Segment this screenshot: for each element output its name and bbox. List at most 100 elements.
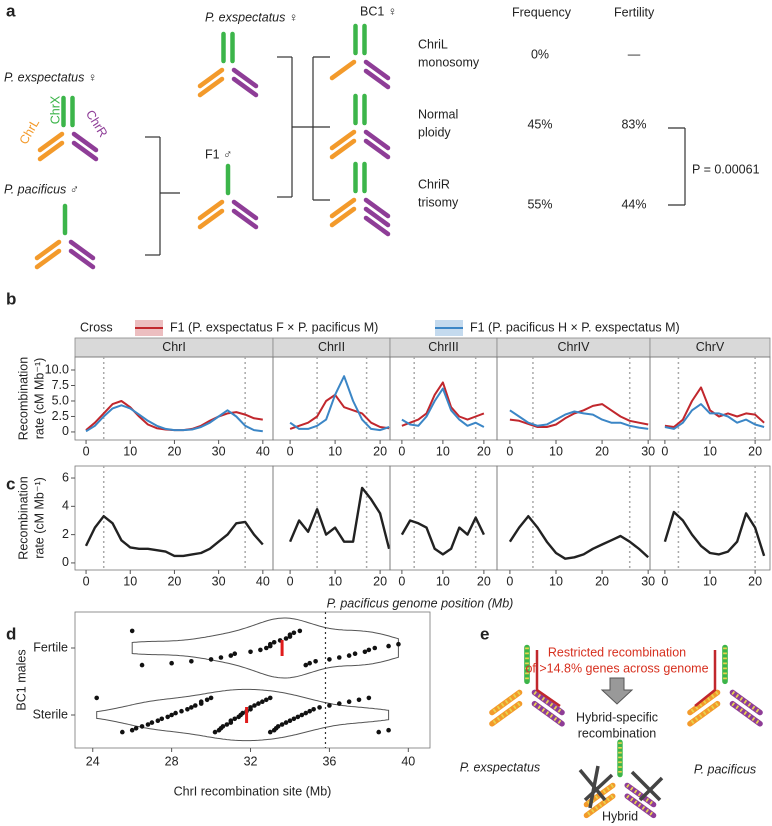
- line-series: [663, 510, 766, 557]
- legend-label: F1 (P. exspectatus F × P. pacificus M): [170, 320, 378, 334]
- data-point: [386, 643, 391, 649]
- panel-label: e: [480, 624, 489, 643]
- line-series: [508, 515, 650, 560]
- label: of >14.8% genes across genome: [525, 661, 708, 675]
- data-point: [386, 727, 391, 733]
- y-axis-label: Recombination: [16, 357, 30, 440]
- chromosome-band: [731, 690, 762, 715]
- chromosome-band: [533, 690, 564, 715]
- arrow: [600, 677, 634, 705]
- chromosome-band: [490, 702, 521, 726]
- data-point: [376, 729, 382, 735]
- chromosome-band: [585, 783, 614, 807]
- facet-title: ChrV: [696, 340, 725, 354]
- data-point: [279, 722, 285, 727]
- chromosome: [231, 67, 259, 89]
- panel-label: c: [6, 474, 15, 493]
- panel-label: b: [6, 289, 16, 308]
- x-tick-label: 20: [477, 574, 491, 588]
- chromosome: [68, 239, 96, 261]
- x-tick-label: 0: [506, 444, 513, 458]
- x-tick-label: 0: [506, 574, 513, 588]
- x-tick-label: 28: [165, 754, 179, 768]
- x-tick-label: 30: [212, 574, 226, 588]
- data-point: [287, 718, 293, 723]
- chromosome: [231, 208, 259, 230]
- data-point: [139, 724, 145, 729]
- facet-panel: [649, 465, 771, 571]
- data-point: [283, 636, 289, 641]
- data-point: [129, 727, 135, 733]
- chromosome-band: [731, 702, 762, 726]
- data-point: [327, 703, 332, 708]
- label: P. exspectatus ♀: [205, 10, 298, 24]
- data-point: [198, 699, 204, 704]
- data-point: [356, 697, 362, 703]
- facet-panel: [496, 465, 651, 571]
- label: ploidy: [418, 125, 451, 139]
- legend-label: F1 (P. pacificus H × P. exspectatus M): [470, 320, 680, 334]
- x-tick-label: 20: [373, 574, 387, 588]
- chromosome: [71, 131, 99, 153]
- median-bar: [280, 640, 284, 656]
- plot-frame: [74, 611, 431, 749]
- y-tick-label: 0: [62, 424, 69, 438]
- y-tick-label: Sterile: [33, 707, 68, 721]
- chromosome: [363, 59, 391, 81]
- line-series: [289, 375, 390, 432]
- label: monosomy: [418, 55, 480, 69]
- data-point: [346, 699, 352, 704]
- data-point: [366, 695, 372, 701]
- data-point: [264, 645, 269, 651]
- label: P. exspectatus: [460, 760, 540, 774]
- data-point: [145, 722, 151, 727]
- chromosome: [68, 248, 96, 270]
- x-tick-label: 10: [123, 444, 137, 458]
- chromosome-label: ChrR: [83, 108, 110, 140]
- data-point: [258, 647, 263, 653]
- x-tick-label: 20: [748, 444, 762, 458]
- data-point: [260, 699, 265, 704]
- data-point: [208, 657, 214, 662]
- x-tick-label: 0: [287, 444, 294, 458]
- data-point: [179, 708, 184, 714]
- x-tick-label: 10: [703, 574, 717, 588]
- crossover: [588, 765, 600, 809]
- legend-title: Cross: [80, 320, 113, 334]
- label: Fertility: [614, 5, 655, 19]
- x-tick-label: 10: [436, 574, 450, 588]
- label: Hybrid: [602, 809, 638, 823]
- label: 44%: [621, 197, 646, 211]
- x-tick-label: 10: [328, 444, 342, 458]
- line-series: [401, 381, 485, 427]
- data-point: [299, 712, 305, 718]
- x-tick-label: 40: [256, 444, 270, 458]
- data-point: [303, 710, 309, 716]
- facet-panel: [74, 356, 274, 441]
- data-point: [189, 705, 194, 710]
- chromosome: [34, 248, 62, 270]
- y-axis-label: BC1 males: [14, 649, 28, 710]
- data-point: [267, 695, 273, 701]
- data-point: [189, 659, 194, 664]
- chromosome: [329, 59, 357, 81]
- label: P. pacificus: [694, 762, 756, 776]
- chromosome-label: ChrX: [48, 95, 62, 124]
- data-point: [307, 708, 312, 714]
- label: 45%: [527, 117, 552, 131]
- x-tick-label: 30: [641, 444, 655, 458]
- x-tick-label: 0: [661, 444, 668, 458]
- data-point: [271, 640, 277, 645]
- x-tick-label: 20: [167, 574, 181, 588]
- data-point: [248, 705, 253, 710]
- data-point: [317, 705, 322, 710]
- data-point: [232, 651, 238, 656]
- data-point: [193, 703, 198, 708]
- data-point: [362, 649, 368, 655]
- data-point: [212, 729, 218, 735]
- data-point: [94, 695, 99, 701]
- chromosome-band: [688, 690, 719, 715]
- y-axis-label: rate (cM Mb⁻¹): [32, 477, 46, 559]
- chromosome: [37, 131, 65, 153]
